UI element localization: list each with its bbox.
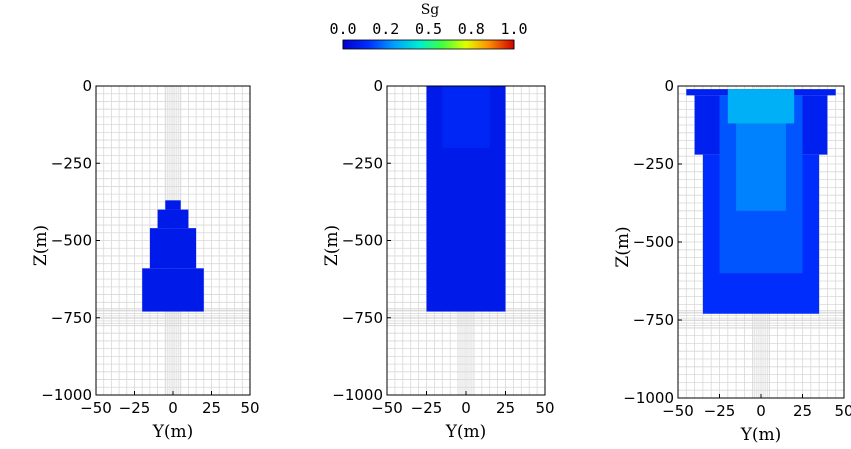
colorbar: Sg 0.0 0.2 0.5 0.8 1.0	[329, 2, 528, 50]
x-tick-label: 0	[168, 399, 178, 417]
x-tick-label: 50	[535, 399, 554, 417]
gas-saturation-region	[426, 86, 506, 312]
y-tick-label: 0	[373, 77, 383, 95]
y-tick-label: −500	[51, 232, 92, 250]
x-axis-label: Y(m)	[152, 422, 194, 442]
x-tick-label: 25	[496, 399, 515, 417]
saturation-cell	[149, 228, 197, 269]
x-tick-label: 50	[834, 402, 851, 420]
y-tick-label: −250	[633, 155, 674, 173]
saturation-cell	[157, 209, 189, 229]
y-tick-label: −1000	[623, 389, 674, 407]
x-tick-label: −25	[411, 399, 443, 417]
x-tick-label: −25	[704, 402, 736, 420]
x-tick-label: 50	[240, 399, 259, 417]
colorbar-tick-label: 0.5	[415, 20, 442, 38]
panel-middle: 0−250−500−750−1000−50 −25 0 25 50Y(m)Z(m)	[322, 77, 555, 442]
saturation-cell	[727, 89, 795, 124]
saturation-cell	[442, 86, 490, 148]
x-tick-label: −50	[80, 399, 112, 417]
panel-right: 0−250−500−750−1000−50 −25 0 25 50Y(m)Z(m)	[613, 77, 851, 445]
y-tick-label: −750	[342, 309, 383, 327]
y-axis-label: Z(m)	[31, 225, 51, 266]
y-tick-label: −250	[51, 154, 92, 172]
colorbar-gradient	[342, 39, 515, 50]
x-tick-label: −50	[662, 402, 694, 420]
colorbar-tick-label: 0.2	[372, 20, 399, 38]
y-axis-label: Z(m)	[613, 226, 633, 267]
saturation-cell	[142, 268, 204, 312]
y-tick-label: −1000	[41, 386, 92, 404]
y-tick-label: −750	[633, 311, 674, 329]
x-tick-label: 0	[461, 399, 471, 417]
panel-left: 0−250−500−750−1000−50 −25 0 25 50Y(m)Z(m)	[31, 77, 260, 442]
y-tick-label: 0	[664, 77, 674, 95]
y-tick-label: −500	[342, 232, 383, 250]
y-tick-label: −250	[342, 154, 383, 172]
gas-saturation-region	[686, 89, 836, 314]
y-axis-label: Z(m)	[322, 225, 342, 266]
y-tick-label: −500	[633, 233, 674, 251]
y-tick-label: 0	[82, 77, 92, 95]
colorbar-tick-label: 0.0	[329, 20, 356, 38]
x-tick-label: 0	[756, 402, 766, 420]
colorbar-title: Sg	[421, 2, 440, 18]
y-tick-label: −750	[51, 309, 92, 327]
saturation-cell	[165, 200, 181, 210]
x-tick-label: −25	[119, 399, 151, 417]
colorbar-tick-label: 0.8	[458, 20, 485, 38]
x-axis-label: Y(m)	[445, 422, 487, 442]
x-tick-label: 25	[202, 399, 221, 417]
x-tick-label: 25	[793, 402, 812, 420]
y-tick-label: −1000	[332, 386, 383, 404]
x-axis-label: Y(m)	[740, 425, 782, 445]
colorbar-tick-label: 1.0	[500, 20, 527, 38]
gas-saturation-region	[142, 200, 204, 312]
x-tick-label: −50	[371, 399, 403, 417]
